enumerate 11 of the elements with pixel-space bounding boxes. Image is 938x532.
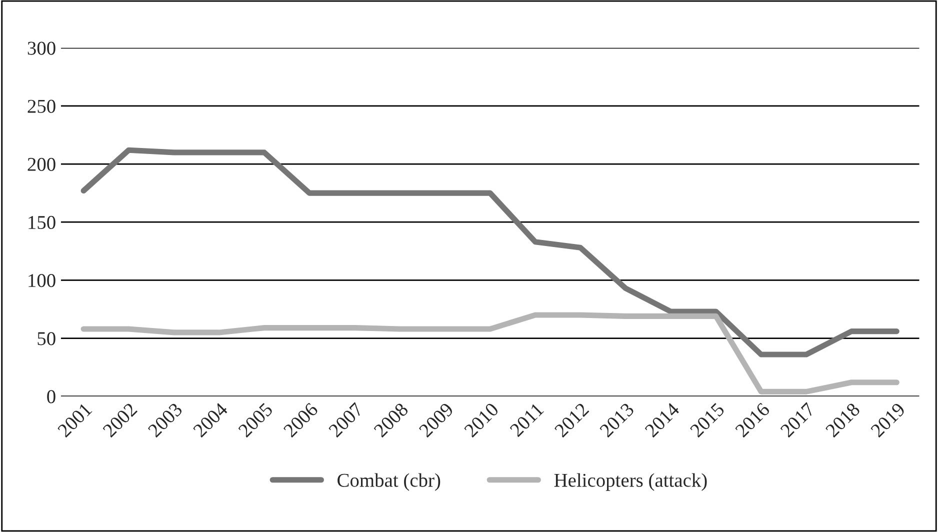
y-tick-label: 0 — [47, 390, 56, 404]
y-tick-label: 100 — [28, 274, 56, 288]
x-tick-label: 2001 — [57, 402, 92, 438]
legend-label: Helicopters (attack) — [554, 473, 707, 491]
y-tick-label: 200 — [28, 158, 56, 171]
legend-label: Combat (cbr) — [338, 473, 440, 491]
x-tick-label: 2011 — [509, 402, 544, 438]
y-tick-label: 300 — [28, 42, 56, 55]
y-tick-label: 250 — [28, 100, 56, 113]
y-tick-label: 150 — [28, 216, 56, 230]
y-tick-label: 50 — [38, 332, 56, 346]
